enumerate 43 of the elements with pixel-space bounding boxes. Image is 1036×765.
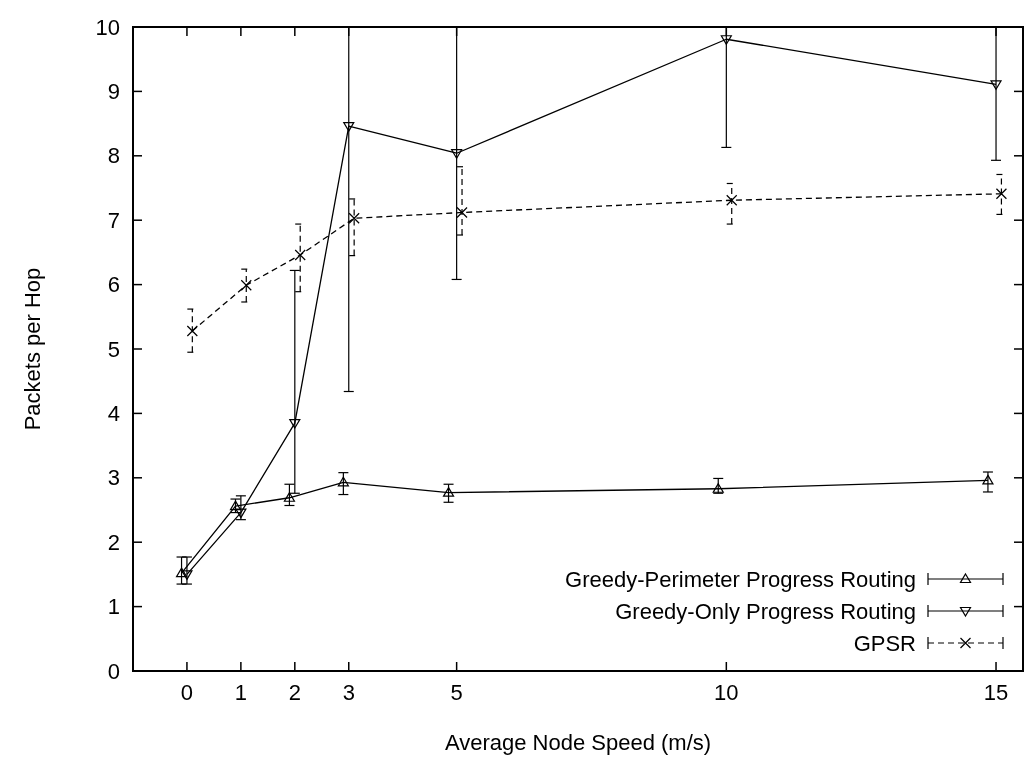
point [240,279,252,291]
point [456,206,468,219]
point [181,570,193,580]
point [235,508,247,519]
y-tick-label: 0 [107,658,120,684]
x-tick-label: 10 [714,680,739,705]
point [712,483,724,493]
point [348,212,360,224]
x-tick-label: 0 [180,680,194,705]
y-tick-label: 9 [107,78,120,104]
y-tick-label: 8 [107,143,120,169]
x-tick-label: 3 [342,680,355,705]
y-tick-label: 4 [107,400,120,426]
point [451,149,463,159]
point [186,325,198,337]
y-axis-title: Packets per Hop [20,267,45,431]
y-tick-label: 10 [95,14,120,40]
x-axis-title: Average Node Speed (m/s) [444,730,712,755]
point [720,35,732,45]
point [990,80,1002,90]
x-tick-label: 1 [234,680,247,705]
point [442,487,455,497]
y-tick-label: 5 [107,336,120,362]
x-tick-label: 2 [288,680,301,705]
y-tick-label: 1 [107,594,120,620]
legend-label: Greedy-Perimeter Progress Routing [565,566,916,592]
point [175,567,188,578]
x-tick-label: 15 [983,680,1009,705]
legend-label: Greedy-Only Progress Routing [615,598,916,624]
y-tick-label: 6 [107,272,120,298]
y-tick-label: 7 [107,207,120,233]
x-tick-label: 5 [450,680,463,705]
legend-label: GPSR [853,630,916,656]
point [982,474,994,485]
point [995,188,1008,200]
point [337,476,349,487]
y-tick-label: 3 [107,465,120,491]
point [726,194,738,206]
point [289,418,301,429]
point [294,249,306,261]
point [343,122,355,132]
point [283,492,296,502]
y-tick-label: 2 [107,529,120,555]
